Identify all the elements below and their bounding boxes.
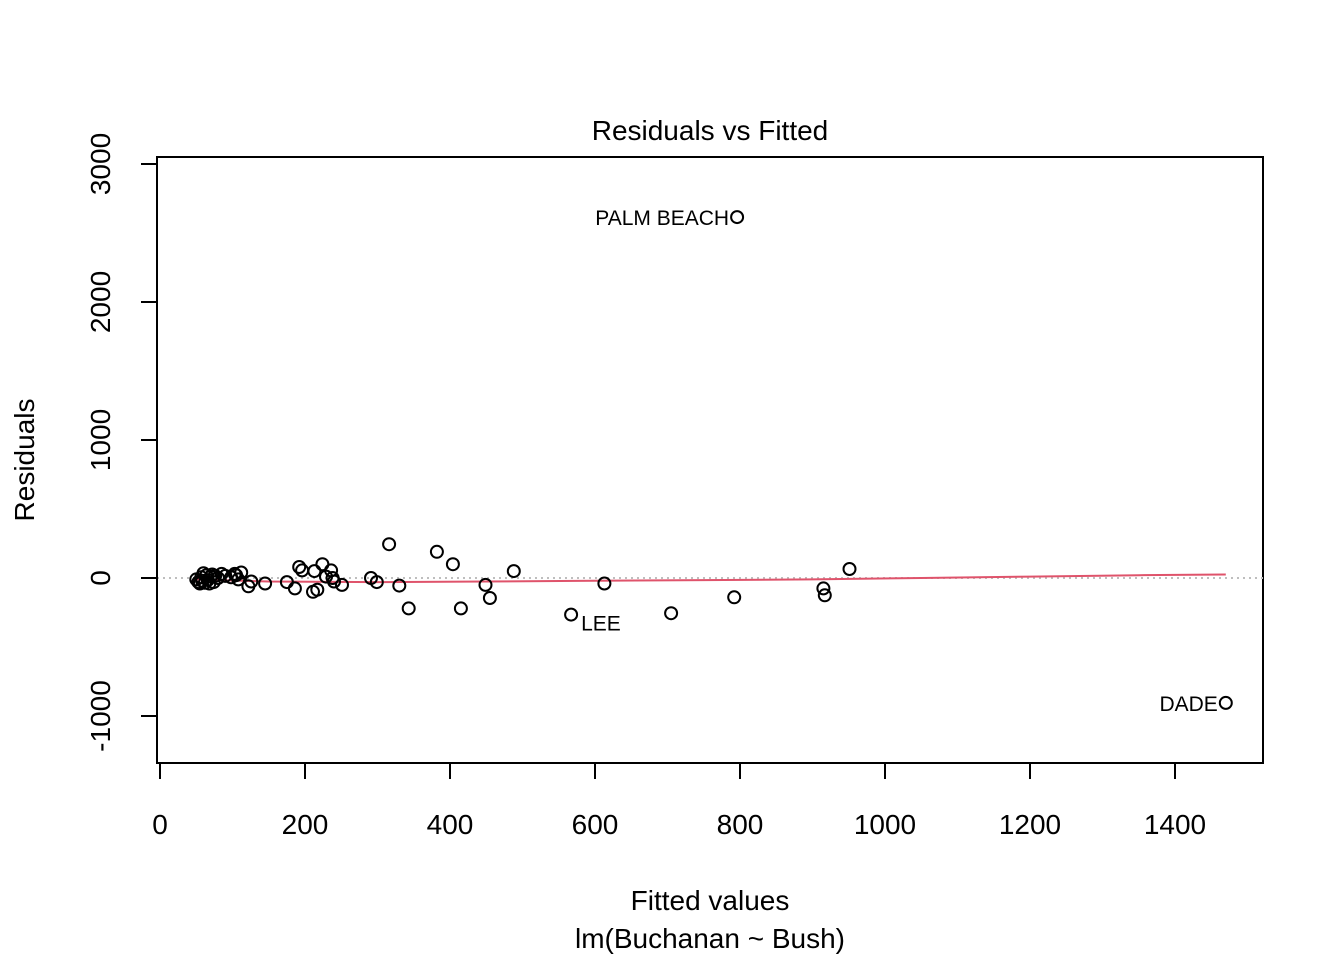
- y-axis: -1000 0 1000 2000 3000: [85, 133, 158, 752]
- data-point: [727, 590, 742, 605]
- x-tick-label: 600: [572, 809, 619, 840]
- data-point: [244, 574, 259, 589]
- point-labels-layer: PALM BEACH LEE DADE: [581, 207, 1218, 716]
- smooth-line-layer: [196, 573, 1226, 584]
- x-tick-label: 400: [427, 809, 474, 840]
- data-point: [401, 601, 416, 616]
- data-point: [1218, 695, 1233, 710]
- data-point: [327, 574, 341, 589]
- data-point: [295, 563, 310, 578]
- y-tick-label: 0: [85, 570, 116, 586]
- data-point: [206, 575, 221, 590]
- x-tick-label: 0: [152, 809, 168, 840]
- data-point: [234, 565, 249, 580]
- data-point: [208, 568, 223, 583]
- data-point: [218, 568, 233, 583]
- point-label: LEE: [581, 613, 621, 636]
- data-point: [231, 572, 246, 587]
- x-axis-title: Fitted values: [631, 885, 790, 916]
- data-point: [816, 581, 831, 596]
- data-point: [664, 606, 679, 621]
- data-point: [315, 557, 330, 572]
- data-point: [817, 588, 832, 603]
- data-point: [287, 581, 302, 596]
- data-point: [842, 562, 857, 576]
- smooth-line: [196, 573, 1226, 584]
- data-point: [258, 576, 273, 591]
- data-point: [292, 560, 307, 574]
- y-tick-label: 3000: [85, 133, 116, 195]
- x-axis: 0 200 400 600 800 1000 1200 1400: [152, 762, 1206, 840]
- data-point: [730, 210, 745, 225]
- x-axis-subtitle: lm(Buchanan ~ Bush): [575, 923, 845, 954]
- y-tick-label: 2000: [85, 271, 116, 333]
- data-point: [597, 576, 612, 591]
- x-tick-label: 800: [717, 809, 764, 840]
- points-layer: [189, 210, 1233, 710]
- data-point: [307, 564, 322, 579]
- data-point: [506, 564, 521, 579]
- data-point: [310, 582, 325, 597]
- y-tick-label: -1000: [85, 680, 116, 752]
- data-point: [445, 557, 460, 572]
- data-point: [478, 577, 493, 592]
- point-label: DADE: [1159, 693, 1217, 716]
- data-point: [392, 578, 407, 593]
- data-point: [369, 575, 384, 590]
- data-point: [382, 537, 397, 552]
- data-point: [211, 571, 225, 585]
- x-tick-label: 200: [282, 809, 329, 840]
- data-point: [453, 601, 468, 616]
- chart-title: Residuals vs Fitted: [592, 115, 829, 146]
- point-label: PALM BEACH: [595, 207, 729, 230]
- plot-frame: [156, 156, 1264, 764]
- y-axis-title: Residuals: [9, 399, 40, 522]
- data-point: [335, 577, 349, 592]
- x-tick-label: 1200: [999, 809, 1061, 840]
- data-point: [482, 591, 497, 605]
- y-tick-label: 1000: [85, 409, 116, 471]
- data-point: [564, 607, 579, 622]
- x-tick-label: 1000: [854, 809, 916, 840]
- data-point: [429, 544, 444, 559]
- x-tick-label: 1400: [1144, 809, 1206, 840]
